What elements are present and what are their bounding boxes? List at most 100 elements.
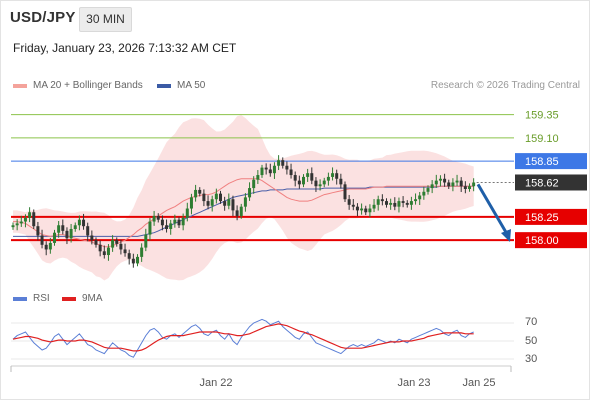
resistance-label-bg bbox=[515, 153, 587, 170]
candle-body bbox=[289, 169, 293, 176]
candle-body bbox=[426, 188, 430, 192]
ma9-swatch bbox=[62, 296, 76, 301]
candle-body bbox=[32, 212, 36, 227]
timeframe-button[interactable]: 30 MIN bbox=[79, 7, 132, 32]
candle-body bbox=[418, 195, 422, 200]
candle-body bbox=[44, 244, 48, 250]
candle-body bbox=[65, 230, 69, 239]
candle-body bbox=[219, 193, 222, 202]
candle-body bbox=[36, 226, 40, 236]
candle-body bbox=[106, 247, 110, 256]
legend-ma20-label: MA 20 + Bollinger Bands bbox=[33, 80, 143, 91]
candle-body bbox=[102, 251, 106, 256]
legend-ma20: MA 20 + Bollinger Bands bbox=[13, 80, 143, 91]
candle-body bbox=[119, 243, 123, 250]
candle-body bbox=[430, 184, 434, 189]
candle-body bbox=[243, 197, 247, 207]
candle-body bbox=[256, 175, 260, 180]
support-label: 158.00 bbox=[525, 235, 559, 247]
candle-body bbox=[434, 180, 438, 185]
candle-body bbox=[115, 240, 119, 244]
rsi-tick-30: 30 bbox=[525, 353, 537, 365]
candle-body bbox=[140, 247, 144, 257]
candle-body bbox=[422, 191, 426, 196]
forecast-arrow-shaft bbox=[476, 183, 509, 235]
candle-body bbox=[223, 201, 227, 206]
ma50-swatch bbox=[157, 83, 171, 88]
target-label: 159.10 bbox=[525, 133, 559, 145]
candle-body bbox=[360, 208, 364, 211]
x-tick-jan25: Jan 25 bbox=[462, 377, 495, 389]
candle-body bbox=[293, 175, 297, 181]
rsi-tick-70: 70 bbox=[525, 316, 537, 328]
candle-body bbox=[472, 182, 476, 187]
candle-body bbox=[414, 199, 418, 202]
candle-body bbox=[468, 186, 471, 189]
candle-body bbox=[69, 228, 73, 239]
candle-body bbox=[385, 201, 388, 205]
candle-body bbox=[214, 193, 218, 200]
candle-body bbox=[61, 225, 65, 231]
last-price-label: 158.62 bbox=[525, 177, 559, 189]
x-tick-jan22: Jan 22 bbox=[199, 377, 232, 389]
candle-body bbox=[285, 165, 289, 170]
x-tick-jan23: Jan 23 bbox=[397, 377, 430, 389]
candle-body bbox=[127, 253, 131, 259]
candle-body bbox=[210, 199, 214, 206]
candle-body bbox=[189, 197, 193, 209]
rsi-swatch bbox=[13, 296, 27, 301]
candle-body bbox=[181, 217, 185, 226]
candle-body bbox=[306, 173, 310, 177]
legend-ma50: MA 50 bbox=[157, 80, 205, 91]
ma50-line bbox=[13, 185, 474, 237]
candle-body bbox=[368, 208, 372, 213]
candle-body bbox=[380, 199, 384, 202]
candle-body bbox=[397, 201, 401, 207]
candle-body bbox=[455, 180, 459, 183]
candle-body bbox=[318, 184, 322, 187]
legend-9ma: 9MA bbox=[62, 293, 103, 304]
rsi-line bbox=[12, 318, 474, 358]
candle-body bbox=[144, 234, 148, 248]
candle-body bbox=[177, 219, 181, 226]
candle-body bbox=[310, 173, 314, 181]
candle-body bbox=[339, 178, 343, 185]
currency-pair-title: USD/JPY bbox=[10, 9, 76, 26]
ma20-line bbox=[13, 178, 474, 248]
candle-body bbox=[148, 221, 152, 235]
support-label-bg bbox=[515, 232, 587, 249]
candle-body bbox=[15, 223, 19, 226]
candle-body bbox=[347, 199, 351, 205]
candle-body bbox=[335, 173, 339, 179]
legend-rsi: RSI bbox=[13, 293, 50, 304]
candle-body bbox=[185, 208, 189, 218]
candle-body bbox=[405, 202, 409, 205]
candle-body bbox=[90, 235, 94, 241]
candle-body bbox=[252, 179, 256, 189]
candle-body bbox=[82, 219, 86, 227]
support-label: 158.25 bbox=[525, 212, 559, 224]
candle-body bbox=[326, 176, 330, 181]
candle-body bbox=[73, 225, 77, 229]
candle-body bbox=[389, 202, 393, 205]
candle-body bbox=[152, 215, 156, 222]
candle-body bbox=[28, 212, 32, 218]
candle-body bbox=[235, 210, 239, 216]
rsi-9ma-line bbox=[12, 323, 474, 352]
candle-body bbox=[438, 178, 442, 181]
last-price-label-bg bbox=[515, 174, 587, 191]
candle-body bbox=[364, 208, 368, 213]
candle-body bbox=[302, 176, 305, 185]
candle-body bbox=[463, 186, 467, 189]
candle-body bbox=[372, 204, 376, 209]
candle-body bbox=[98, 244, 102, 252]
target-label: 159.35 bbox=[525, 110, 559, 122]
candle-body bbox=[11, 225, 15, 228]
candle-body bbox=[206, 201, 210, 206]
candle-body bbox=[409, 201, 413, 205]
forecast-arrow-head bbox=[501, 229, 511, 243]
candle-body bbox=[40, 235, 44, 245]
candle-body bbox=[94, 240, 98, 245]
candle-body bbox=[281, 160, 285, 166]
bollinger-band bbox=[13, 115, 474, 281]
